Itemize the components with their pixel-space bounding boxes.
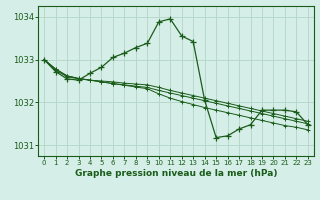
X-axis label: Graphe pression niveau de la mer (hPa): Graphe pression niveau de la mer (hPa) [75, 169, 277, 178]
